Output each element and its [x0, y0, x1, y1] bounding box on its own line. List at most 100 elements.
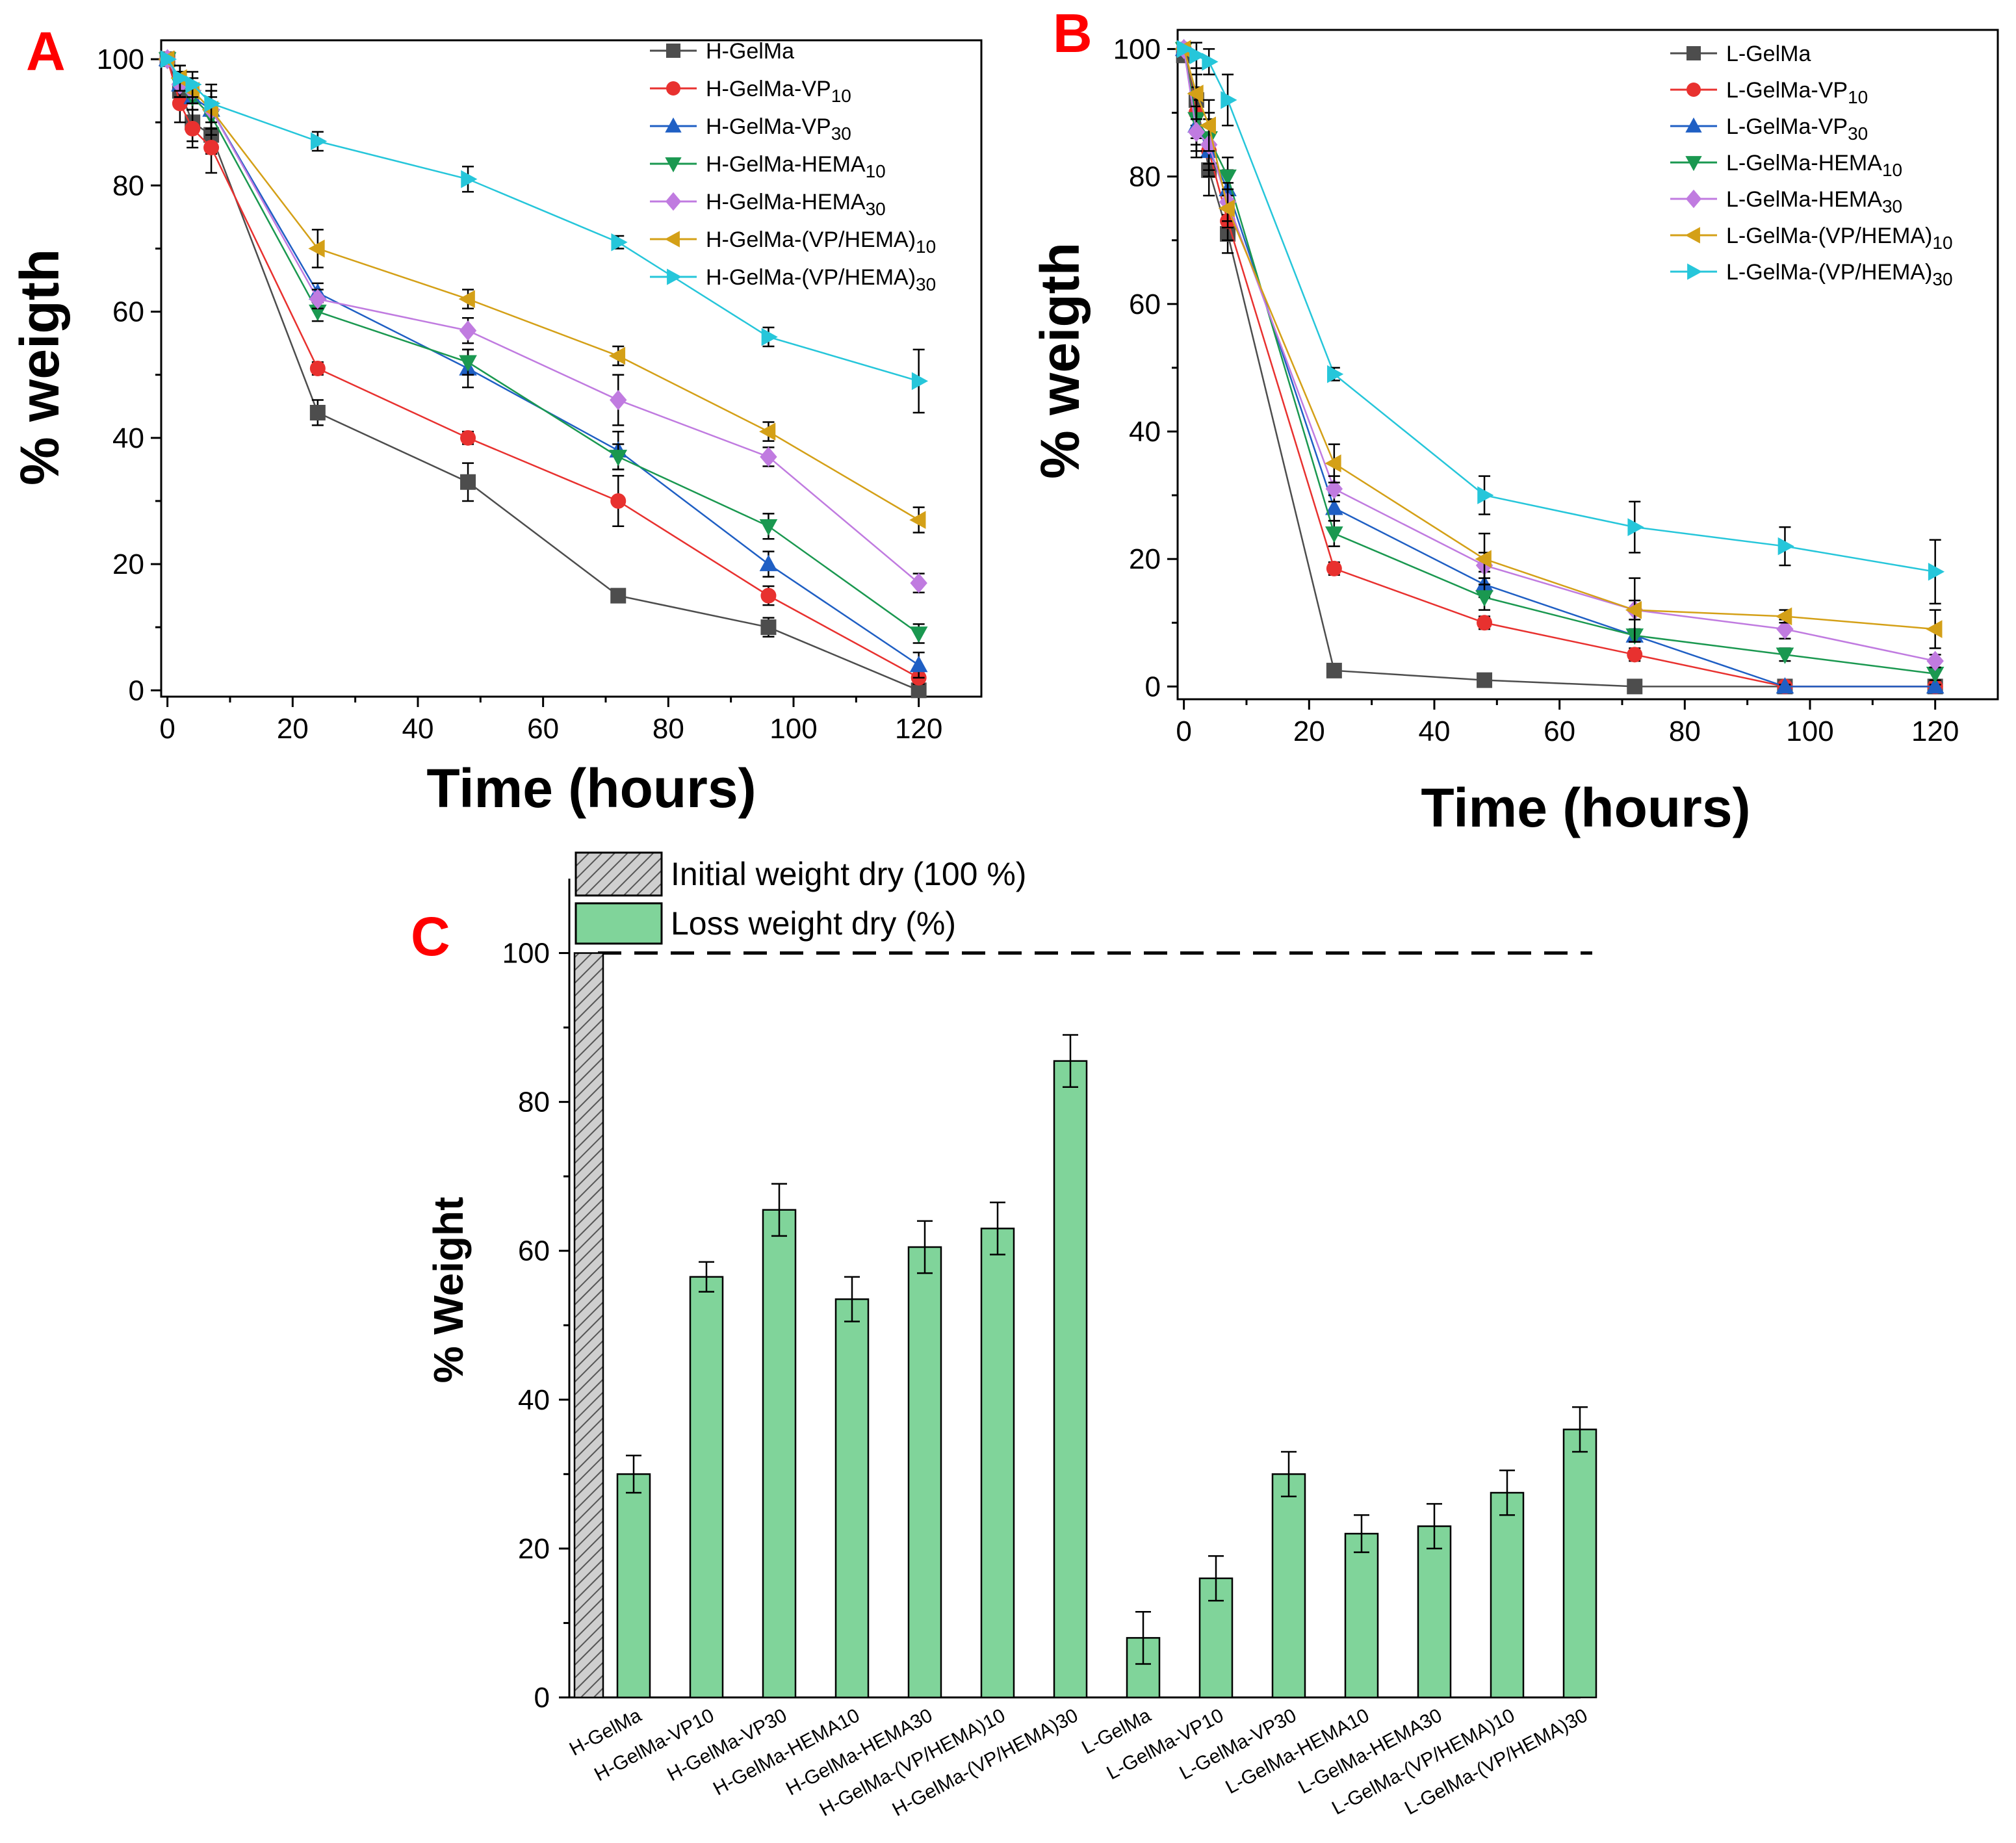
- data-point: [759, 519, 778, 536]
- series-line: [1183, 49, 1935, 688]
- data-point: [1189, 46, 1206, 65]
- legend-loss-swatch: [575, 902, 663, 945]
- bar-h-gelma-vp10: [689, 1276, 724, 1699]
- x-tick-label: 100: [1786, 715, 1833, 747]
- panel-b-label: B: [1053, 3, 1092, 64]
- bar-l-gelma-vp-hema-30: [1562, 1428, 1597, 1699]
- legend-marker: [664, 231, 680, 248]
- data-point: [458, 290, 475, 308]
- data-point: [761, 328, 778, 346]
- y-tick-label: 80: [518, 1087, 550, 1118]
- series-line: [166, 58, 920, 634]
- series-h-gelma-hema10: [158, 52, 928, 644]
- data-point: [1325, 454, 1341, 472]
- data-point: [609, 450, 628, 467]
- legend-marker: [1685, 227, 1700, 244]
- x-tick-label: 0: [159, 713, 175, 745]
- data-point: [1776, 619, 1794, 639]
- x-tick-label: 40: [402, 713, 434, 745]
- data-point: [909, 511, 926, 529]
- data-point: [1221, 91, 1237, 109]
- data-point: [910, 573, 927, 593]
- y-tick-label: 60: [1129, 289, 1161, 320]
- series-line: [1183, 49, 1935, 688]
- data-point: [759, 554, 778, 571]
- panel-a-x-ticks: 0 20 40 60 80 100 120: [159, 697, 942, 745]
- y-tick-label: 60: [518, 1235, 550, 1267]
- panel-b-x-axis-label: Time (hours): [1421, 777, 1750, 838]
- panel-c-legend: Initial weight dry (100 %) Loss weight d…: [575, 851, 1026, 945]
- x-tick-label: 60: [1544, 715, 1575, 747]
- legend-marker: [1685, 117, 1702, 133]
- y-tick-label: 40: [112, 422, 144, 454]
- data-point: [308, 239, 325, 258]
- data-point: [160, 50, 177, 68]
- data-point: [909, 626, 928, 643]
- legend-marker: [666, 81, 680, 96]
- data-point: [173, 69, 190, 88]
- data-point: [1176, 40, 1194, 58]
- series-l-gelma-vp10: [1176, 41, 1943, 695]
- y-tick-label: 0: [1145, 671, 1161, 702]
- data-point: [760, 587, 777, 604]
- data-point: [1926, 677, 1945, 694]
- data-point: [1475, 590, 1493, 607]
- data-point: [911, 372, 929, 391]
- y-tick-label: 20: [1129, 543, 1161, 575]
- data-point: [1326, 560, 1342, 576]
- panel-b-chart: B 0 20 40 60 80 100 120 0 20 40 60 80 100 Time (hou…: [1029, 3, 1999, 838]
- data-point: [1325, 526, 1343, 543]
- x-tick-label: 80: [653, 713, 684, 745]
- panel-b-legend: L-GelMa L-GelMa-VP10 L-GelMa-VP30 L-GelMa-H…: [1670, 42, 1953, 289]
- y-tick-label: 20: [518, 1533, 550, 1565]
- legend-label-l-gelma-vp10: L-GelMa-VP10: [1726, 78, 1868, 107]
- y-tick-label: 100: [97, 44, 144, 75]
- data-point: [311, 132, 328, 151]
- legend-label-h-gelma-hema10: H-GelMa-HEMA10: [706, 152, 886, 181]
- x-tick-label: 0: [1176, 715, 1191, 747]
- legend-marker: [1685, 156, 1702, 172]
- y-tick-label: 100: [1113, 33, 1161, 65]
- data-point: [760, 619, 777, 636]
- data-point: [1477, 672, 1493, 688]
- legend-label-l-gelma: L-GelMa: [1726, 42, 1811, 66]
- x-tick-label: 100: [769, 713, 817, 745]
- data-point: [911, 682, 927, 699]
- data-point: [1926, 620, 1943, 638]
- legend-marker: [1686, 46, 1701, 60]
- data-point: [172, 96, 188, 112]
- panel-c-y-ticks: 0 20 40 60 80 100: [502, 938, 569, 1714]
- series-line: [1183, 49, 1935, 675]
- data-point: [185, 75, 202, 94]
- data-point: [1776, 677, 1794, 694]
- data-point: [909, 656, 928, 673]
- data-point: [203, 140, 220, 156]
- data-point: [459, 355, 477, 372]
- data-point: [1776, 607, 1792, 626]
- data-point: [611, 233, 628, 251]
- panel-b-y-ticks: 0 20 40 60 80 100: [1113, 33, 1178, 702]
- legend-label-l-gelma-hema10: L-GelMa-HEMA10: [1726, 151, 1902, 180]
- bar-l-gelma-vp-hema-10: [1490, 1491, 1525, 1699]
- bar-h-gelma-vp30: [762, 1209, 797, 1699]
- data-point: [1926, 666, 1945, 684]
- legend-label-h-gelma: H-GelMa: [706, 39, 794, 64]
- y-tick-label: 60: [112, 296, 144, 328]
- data-point: [1627, 647, 1643, 663]
- data-point: [1627, 518, 1644, 536]
- y-tick-label: 0: [534, 1682, 550, 1714]
- data-point: [760, 446, 777, 467]
- panel-a-chart: A 0 20 40 60 80 100 120 0 20 40 60 80 100 Time (hou…: [9, 21, 983, 819]
- legend-loss-label: Loss weight dry (%): [671, 905, 956, 942]
- panel-c-y-axis-label: % Weight: [425, 1197, 472, 1384]
- data-point: [610, 493, 627, 509]
- data-point: [1475, 550, 1492, 568]
- legend-label-h-gelma-vp30: H-GelMa-VP30: [706, 114, 851, 144]
- legend-label-l-gelma-hema30: L-GelMa-HEMA30: [1726, 187, 1902, 216]
- series-line: [166, 58, 920, 382]
- data-point: [204, 94, 221, 112]
- panel-b-x-ticks: 0 20 40 60 80 100 120: [1176, 699, 1959, 747]
- legend-label-l-gelma-vp-hema-30: L-GelMa-(VP/HEMA)30: [1726, 260, 1953, 289]
- data-point: [1477, 486, 1494, 504]
